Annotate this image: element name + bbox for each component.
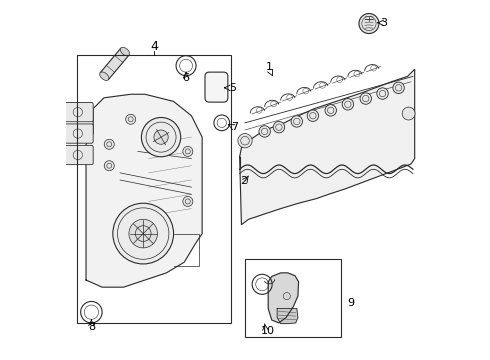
Circle shape	[154, 130, 168, 144]
Ellipse shape	[121, 48, 129, 56]
Circle shape	[259, 126, 270, 137]
Polygon shape	[268, 273, 298, 323]
Bar	[245, 258, 342, 337]
Circle shape	[325, 105, 337, 116]
FancyBboxPatch shape	[63, 103, 93, 122]
Circle shape	[238, 134, 252, 148]
Text: 7: 7	[231, 122, 238, 132]
Polygon shape	[100, 48, 129, 80]
Circle shape	[342, 99, 354, 110]
Circle shape	[183, 197, 193, 206]
Circle shape	[104, 161, 114, 171]
Text: 10: 10	[261, 326, 275, 336]
Circle shape	[104, 139, 114, 149]
FancyBboxPatch shape	[205, 72, 228, 102]
Text: 3: 3	[380, 18, 387, 28]
Ellipse shape	[99, 72, 109, 80]
Circle shape	[142, 117, 181, 157]
Text: 5: 5	[229, 83, 236, 93]
Circle shape	[291, 116, 302, 127]
Polygon shape	[86, 94, 202, 287]
Bar	[77, 55, 231, 323]
Polygon shape	[277, 309, 298, 324]
Circle shape	[113, 203, 173, 264]
Circle shape	[273, 121, 285, 133]
FancyBboxPatch shape	[63, 145, 93, 165]
Polygon shape	[240, 69, 415, 225]
Text: 8: 8	[88, 322, 95, 332]
Circle shape	[360, 93, 371, 104]
Circle shape	[359, 14, 379, 33]
Circle shape	[377, 88, 388, 99]
Circle shape	[129, 219, 157, 248]
Text: 4: 4	[150, 40, 158, 53]
Circle shape	[402, 107, 415, 120]
Circle shape	[307, 110, 318, 121]
Text: 1: 1	[266, 63, 272, 72]
Circle shape	[126, 114, 136, 124]
Text: 2: 2	[240, 176, 247, 186]
Text: 6: 6	[183, 73, 190, 83]
FancyBboxPatch shape	[63, 124, 93, 143]
Circle shape	[393, 82, 404, 94]
Text: 9: 9	[347, 298, 354, 308]
Circle shape	[183, 147, 193, 157]
